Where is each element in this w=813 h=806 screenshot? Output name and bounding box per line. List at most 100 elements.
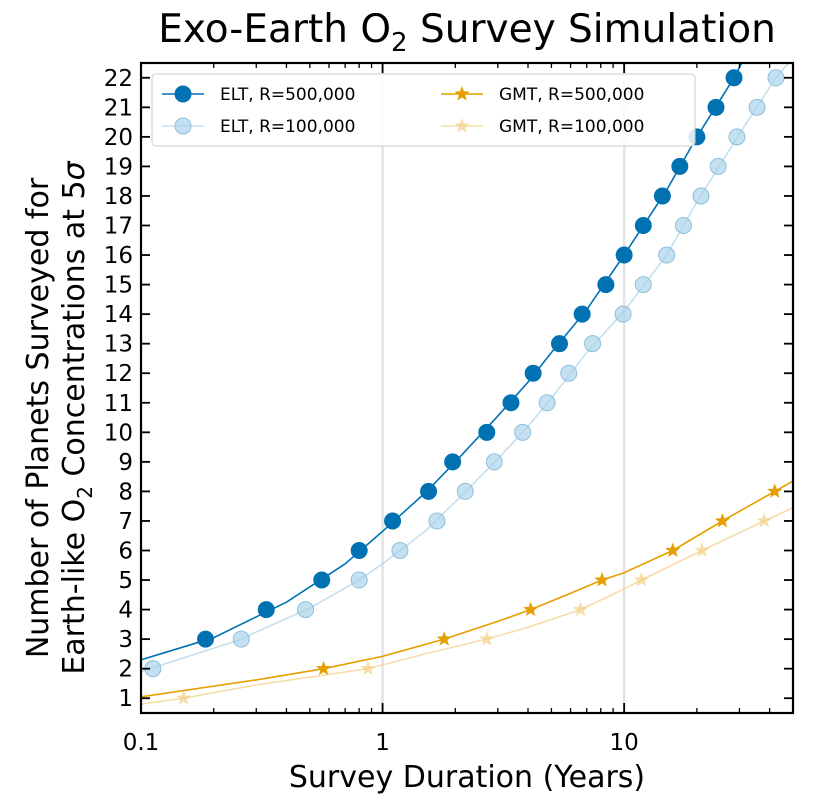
series-1-point-5 [428, 512, 446, 530]
series-1-point-10 [560, 364, 578, 382]
series-0-point-16 [671, 157, 689, 175]
legend-marker-2 [454, 86, 470, 101]
y-tick-label-20: 20 [104, 125, 133, 151]
series-0-point-19 [725, 69, 743, 87]
y-tick-label-7: 7 [118, 509, 133, 535]
series-3-point-3 [572, 601, 589, 617]
legend-marker-1 [174, 117, 192, 135]
series-1-point-3 [350, 571, 368, 589]
series-1-point-15 [674, 217, 692, 234]
legend-label-0: ELT, R=500,000 [220, 85, 355, 105]
series-3-point-1 [360, 660, 376, 676]
chart-title: Exo-Earth O2 Survey Simulation [158, 7, 776, 58]
y-tick-label-8: 8 [118, 479, 133, 505]
series-0-point-18 [707, 98, 725, 116]
series-0-point-12 [597, 276, 615, 294]
legend-label-3: GMT, R=100,000 [499, 117, 644, 137]
series-0-point-11 [573, 305, 591, 323]
series-0-point-4 [384, 512, 402, 530]
y-axis-label-line1: Number of Planets Surveyed for [21, 177, 56, 658]
series-1-point-20 [767, 69, 785, 87]
series-0-point-5 [420, 482, 438, 500]
series-0-point-7 [478, 423, 496, 441]
x-tick-label-2: 10 [610, 730, 639, 756]
series-0-point-9 [524, 364, 542, 382]
series-1-point-8 [514, 423, 532, 441]
series-1-point-12 [614, 305, 632, 323]
series-3-point-0 [175, 690, 192, 705]
series-0-point-15 [653, 187, 671, 205]
series-0-point-3 [350, 542, 368, 559]
series-2-point-3 [594, 572, 610, 587]
series-3-point-6 [756, 512, 772, 528]
y-tick-label-9: 9 [118, 450, 133, 476]
series-0-point-14 [634, 217, 652, 234]
series-0-point-1 [257, 601, 275, 619]
y-tick-label-14: 14 [104, 302, 133, 328]
y-tick-label-12: 12 [104, 361, 133, 387]
y-tick-label-17: 17 [104, 214, 133, 240]
y-tick-label-19: 19 [104, 154, 133, 180]
series-0-point-0 [197, 630, 215, 648]
series-1-point-1 [232, 630, 250, 648]
series-0-point-10 [551, 335, 569, 353]
legend-marker-3 [454, 118, 470, 133]
series-1-point-2 [297, 601, 315, 619]
y-tick-label-6: 6 [118, 539, 133, 565]
series-clip [141, 63, 793, 705]
series-2-point-4 [665, 542, 681, 557]
y-tick-label-2: 2 [118, 657, 133, 683]
y-tick-label-13: 13 [104, 332, 133, 358]
series-1-point-16 [692, 187, 710, 205]
y-tick-label-11: 11 [104, 391, 133, 417]
legend-label-2: GMT, R=500,000 [499, 85, 644, 105]
y-tick-label-18: 18 [104, 184, 133, 210]
series-3-point-4 [633, 572, 650, 587]
series-1-point-9 [538, 394, 556, 412]
series-layer [141, 63, 793, 705]
y-tick-label-5: 5 [118, 568, 133, 594]
series-1-point-17 [709, 157, 727, 175]
legend-box [151, 73, 696, 147]
series-1-point-11 [584, 335, 602, 353]
y-tick-label-3: 3 [118, 627, 133, 653]
legend-marker-0 [174, 85, 192, 103]
y-tick-label-22: 22 [104, 66, 133, 92]
series-2-point-5 [714, 512, 730, 528]
series-3-point-2 [479, 631, 495, 646]
series-2-point-0 [315, 660, 332, 676]
series-0-point-8 [502, 394, 520, 412]
series-1-point-7 [485, 453, 503, 471]
series-1-point-4 [391, 542, 409, 559]
series-2-point-1 [436, 631, 452, 646]
series-0-point-2 [313, 571, 331, 589]
y-tick-label-16: 16 [104, 243, 133, 269]
plot-frame [139, 61, 795, 715]
series-2-point-2 [523, 601, 539, 617]
y-axis-label: Number of Planets Surveyed for Earth-lik… [21, 160, 97, 674]
y-tick-label-21: 21 [104, 95, 133, 121]
y-tick-label-1: 1 [118, 686, 133, 712]
series-1-point-6 [456, 482, 474, 500]
series-1-point-13 [634, 276, 652, 294]
series-1-point-19 [748, 98, 766, 116]
grid [381, 63, 626, 713]
x-tick-label-1: 1 [375, 730, 390, 756]
x-tick-label-0: 0.1 [123, 730, 160, 756]
legend: ELT, R=500,000 ELT, R=100,000 GMT, R=500,0… [151, 73, 696, 147]
y-axis-label-line2: Earth-like O2 Concentrations at 5σ [57, 160, 97, 674]
y-tick-label-4: 4 [118, 598, 133, 624]
series-line-2 [141, 480, 793, 698]
y-tick-label-10: 10 [104, 420, 133, 446]
series-0-point-13 [615, 246, 633, 264]
series-3-point-5 [694, 542, 710, 557]
series-line-1 [141, 63, 790, 673]
series-1-point-14 [658, 246, 676, 264]
series-0-point-6 [444, 453, 462, 471]
series-2-point-6 [767, 483, 783, 498]
markers [144, 69, 785, 705]
legend-label-1: ELT, R=100,000 [220, 117, 355, 137]
y-tick-label-15: 15 [104, 273, 133, 299]
